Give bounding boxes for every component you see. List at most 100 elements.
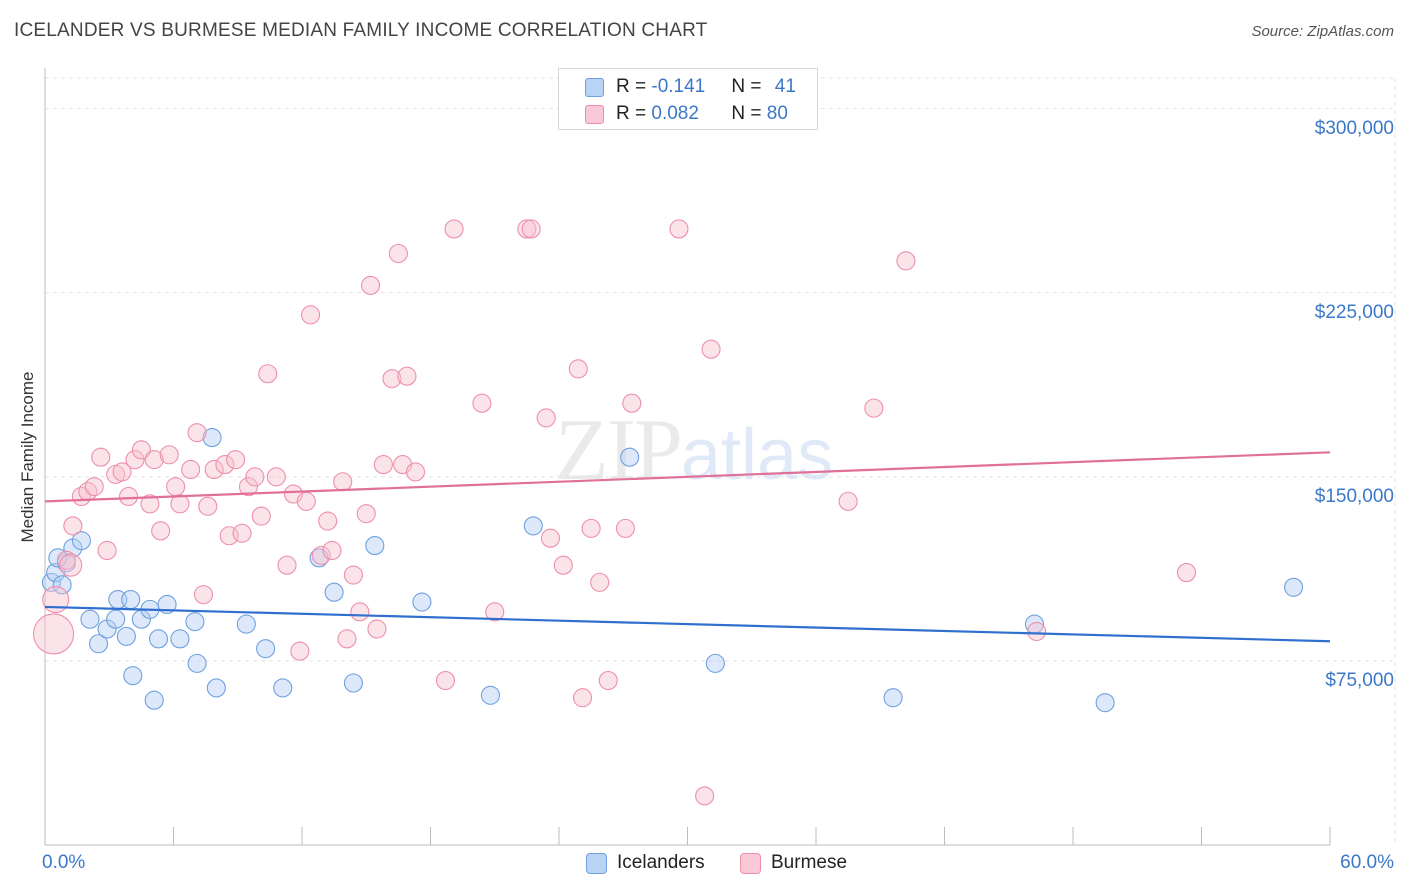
point-burmese [266,467,286,487]
point-burmese [1176,563,1197,583]
point-burmese [140,494,160,514]
point-burmese [144,450,164,470]
point-burmese [622,393,642,413]
legend-n-value: 80 [766,103,788,124]
bottom-legend-label-burmese: Burmese [771,852,848,873]
point-burmese [56,550,76,570]
point-icelanders [187,653,207,673]
point-burmese [521,219,541,239]
point-icelanders [106,609,126,629]
point-burmese [695,786,715,806]
point-burmese [59,553,83,577]
point-burmese [112,462,132,482]
point-burmese [581,518,601,538]
point-burmese [388,243,408,264]
point-burmese [573,688,593,708]
point-burmese [181,459,201,480]
point-burmese [360,275,381,295]
point-burmese [187,423,207,443]
y-tick-label: $300,000 [1314,117,1394,139]
legend-r-label: R = [616,76,652,97]
point-burmese [472,393,492,413]
point-burmese [343,565,363,585]
point-icelanders [236,614,256,634]
point-icelanders [256,639,276,659]
point-burmese [238,477,259,497]
point-icelanders [883,688,903,708]
y-axis-label: Median Family Income [18,371,37,543]
y-tick-label: $225,000 [1314,301,1394,323]
point-burmese [896,251,916,271]
legend-r-label: R = [616,103,652,124]
point-icelanders [523,516,543,536]
watermark-atlas: atlas [681,415,834,495]
point-burmese [553,555,573,575]
y-tick-label: $150,000 [1314,485,1394,507]
point-icelanders [1284,577,1304,597]
point-burmese [517,219,537,239]
legend-r-value: -0.141 [651,76,706,97]
watermark: ZIPatlas [555,400,833,501]
point-burmese [373,455,393,475]
legend-swatch-burmese [585,104,604,124]
point-burmese [435,671,456,691]
point-burmese [318,511,338,531]
point-burmese [367,619,387,639]
point-burmese [131,440,151,460]
point-burmese [333,472,353,492]
point-burmese [226,450,246,470]
point-burmese [63,516,83,536]
point-icelanders [144,690,164,710]
point-burmese [568,359,588,379]
point-burmese [598,671,618,691]
y-tick-label: $75,000 [1325,669,1394,691]
x-tick-max: 60.0% [1340,852,1394,873]
watermark-zip: ZIP [555,402,683,499]
point-burmese [125,450,145,470]
point-icelanders [185,612,205,632]
point-icelanders [1095,693,1115,713]
point-icelanders [705,653,725,673]
point-burmese [159,445,179,465]
point-icelanders [88,634,109,654]
point-burmese [301,305,321,325]
point-burmese [258,364,278,384]
bottom-swatch-icelanders [586,852,607,874]
trendline-icelanders [44,605,1331,643]
point-burmese [382,369,402,389]
legend-row-burmese: R = 0.082 N = 80 [585,101,788,127]
point-burmese [245,467,265,487]
point-burmese [485,602,505,622]
point-burmese [118,486,139,507]
point-burmese [277,555,297,575]
point-burmese [84,477,104,497]
point-burmese [198,496,218,516]
point-burmese [590,572,610,592]
point-icelanders [116,626,136,646]
legend-n-value: 41 [774,76,796,97]
bottom-legend-icelanders: Icelanders [586,852,705,874]
point-burmese [615,518,635,538]
point-burmese [166,477,186,497]
chart-title: ICELANDER VS BURMESE MEDIAN FAMILY INCOM… [14,20,708,41]
point-burmese [290,641,310,661]
point-burmese [322,540,342,561]
legend-n-label: N = [731,103,767,124]
point-burmese [204,459,224,480]
legend-r-value: 0.082 [651,103,699,124]
point-burmese [215,455,235,475]
point-icelanders [80,609,100,629]
point-icelanders [170,629,190,649]
point-burmese [337,629,357,649]
point-burmese [864,398,884,418]
point-burmese [91,447,111,467]
point-burmese [151,521,171,541]
point-icelanders [206,678,226,698]
point-burmese [540,528,560,548]
point-burmese [1027,621,1047,642]
bottom-legend-burmese: Burmese [740,852,847,874]
correlation-legend: R = -0.141 N = 41 R = 0.082 N = 80 [558,68,818,130]
point-burmese [444,219,464,239]
point-icelanders [412,592,432,612]
point-icelanders [620,447,640,467]
